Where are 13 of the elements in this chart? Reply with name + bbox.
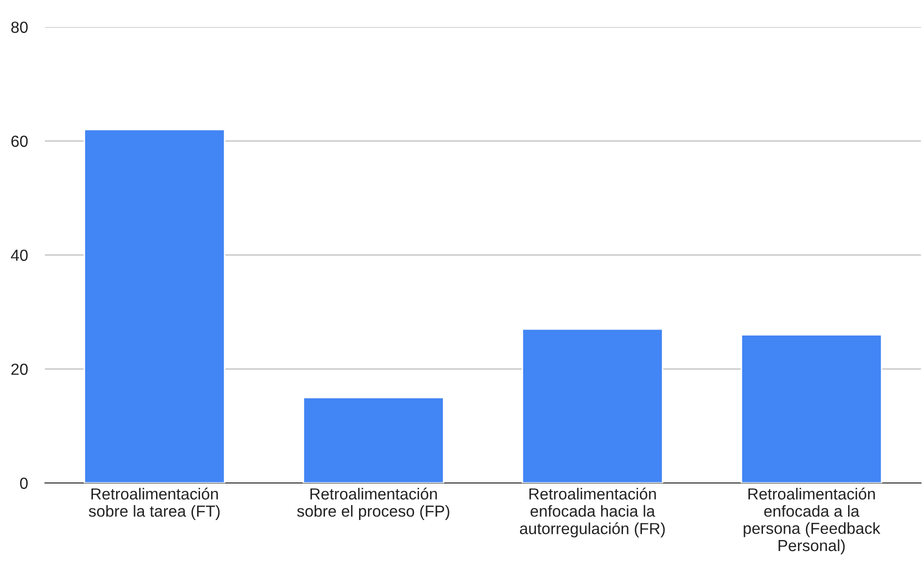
y-tick-label: 60 xyxy=(11,136,28,147)
y-tick-label: 80 xyxy=(11,22,28,33)
x-tick-label: Retroalimentación enfocada a la persona (Feedback Personal) xyxy=(744,488,880,554)
x-tick-label: Retroalimentación sobre la tarea (FT) xyxy=(88,488,220,520)
x-tick-label: Retroalimentación sobre el proceso (FP) xyxy=(297,488,450,520)
y-tick-label: 20 xyxy=(11,364,28,375)
bar xyxy=(740,334,882,483)
y-tick-label: 0 xyxy=(20,478,28,489)
x-tick-label: Retroalimentación enfocada hacia la autorregulación (FR) xyxy=(520,488,665,538)
bar xyxy=(522,328,664,483)
bar xyxy=(302,396,444,483)
bar xyxy=(84,128,226,483)
y-tick-label: 40 xyxy=(10,250,28,261)
